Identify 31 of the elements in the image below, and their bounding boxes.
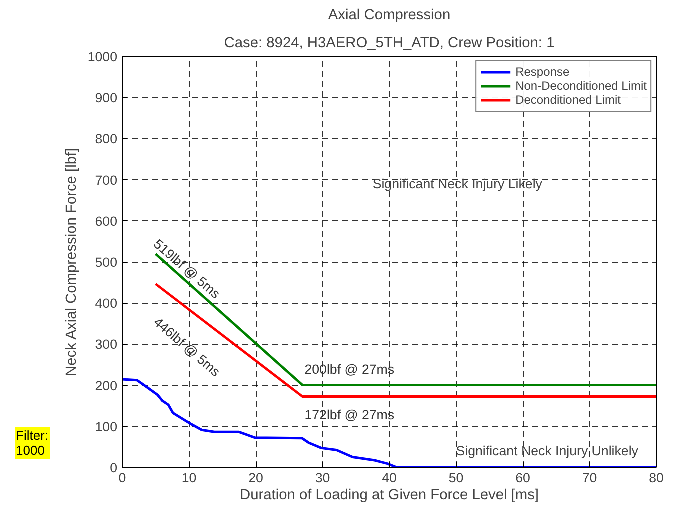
x-tick-label: 40 xyxy=(382,470,397,486)
annotation: Significant Neck Injury Unlikely xyxy=(456,444,639,459)
y-tick-label: 900 xyxy=(95,90,118,106)
y-tick-label: 500 xyxy=(95,255,118,270)
x-axis-title: Duration of Loading at Given Force Level [ms] xyxy=(240,488,539,504)
y-tick-label: 600 xyxy=(95,214,118,229)
y-tick-label: 100 xyxy=(95,419,118,434)
x-tick-label: 60 xyxy=(516,470,530,486)
chart-subtitle: Case: 8924, H3AERO_5TH_ATD, Crew Position: 1 xyxy=(224,36,555,52)
text: Filter: 1000 xyxy=(15,427,50,459)
y-tick-label: 400 xyxy=(95,296,118,312)
y-tick-label: 300 xyxy=(95,337,118,352)
legend-label: Response xyxy=(516,65,570,79)
chart-title: Axial Compression xyxy=(328,8,451,24)
x-tick-label: 10 xyxy=(182,470,197,486)
x-tick-label: 20 xyxy=(248,470,264,486)
annotation: Significant Neck Injury Likely xyxy=(372,176,543,192)
y-tick-label: 800 xyxy=(95,132,118,147)
annotation: 200lbf @ 27ms xyxy=(304,362,395,377)
y-tick-label: 700 xyxy=(95,172,118,188)
y-axis-title: Neck Axial Compression Force [lbf] xyxy=(64,148,80,376)
annotation: 172lbf @ 27ms xyxy=(304,407,395,422)
y-tick-label: 0 xyxy=(110,460,118,476)
x-tick-label: 50 xyxy=(448,470,464,486)
y-tick-label: 1000 xyxy=(88,50,118,64)
y-tick-label: 200 xyxy=(95,378,118,394)
x-tick-label: 70 xyxy=(582,470,598,486)
x-tick-label: 30 xyxy=(315,470,330,486)
legend-label: Deconditioned Limit xyxy=(516,93,621,107)
legend-label: Non-Deconditioned Limit xyxy=(516,79,647,93)
x-tick-label: 80 xyxy=(649,470,664,486)
